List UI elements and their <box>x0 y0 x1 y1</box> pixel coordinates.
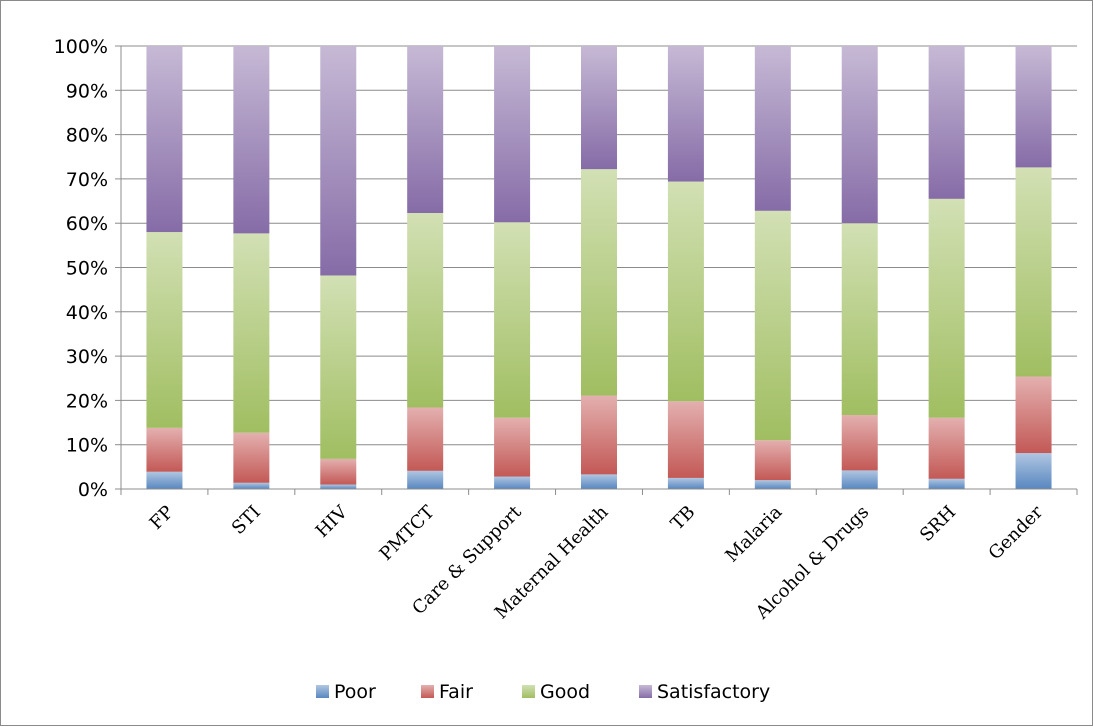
bar-poor-8 <box>754 480 791 489</box>
bar-poor-9 <box>841 470 878 489</box>
bar-satisfactory-5 <box>494 46 531 223</box>
legend-swatch-good <box>522 685 535 698</box>
bar-good-11 <box>1015 167 1052 377</box>
bar-fair-10 <box>928 417 965 479</box>
x-tick-label: STI <box>228 502 265 539</box>
bar-poor-7 <box>667 477 704 489</box>
bar-fair-11 <box>1015 376 1052 454</box>
y-tick-label: 0% <box>78 479 108 501</box>
bar-good-2 <box>233 233 270 433</box>
bar-good-4 <box>407 213 444 408</box>
bar-satisfactory-8 <box>754 46 791 211</box>
bar-fair-4 <box>407 407 444 471</box>
bar-poor-11 <box>1015 453 1052 489</box>
bar-satisfactory-11 <box>1015 46 1052 168</box>
bar-satisfactory-3 <box>320 46 357 276</box>
y-tick-label: 10% <box>66 435 108 457</box>
bar-poor-2 <box>233 482 270 489</box>
bar-poor-10 <box>928 478 965 489</box>
bars <box>146 46 1052 489</box>
bar-good-6 <box>581 169 617 396</box>
legend-swatch-satisfactory <box>639 685 652 698</box>
bar-good-9 <box>841 223 878 416</box>
x-tick-label: SRH <box>916 502 960 546</box>
bar-satisfactory-7 <box>667 46 704 182</box>
bar-satisfactory-9 <box>841 46 878 224</box>
x-tick-label: Gender <box>985 501 1048 564</box>
x-tick-label: PMTCT <box>376 502 439 565</box>
y-tick-label: 60% <box>66 213 108 235</box>
legend: Poor Fair Good Satisfactory <box>316 681 770 703</box>
bar-satisfactory-4 <box>407 46 444 214</box>
legend-label-poor: Poor <box>334 681 376 703</box>
bar-fair-5 <box>494 417 531 477</box>
bar-poor-1 <box>146 471 183 489</box>
y-tick-labels: 0% 10% 20% 30% 40% 50% 60% 70% 80% 90% 100% <box>54 36 108 501</box>
bar-fair-7 <box>667 401 704 478</box>
y-tick-label: 20% <box>66 390 108 412</box>
legend-label-good: Good <box>540 681 590 703</box>
bar-good-10 <box>928 198 965 418</box>
bar-satisfactory-2 <box>233 46 270 234</box>
bar-good-7 <box>667 181 704 402</box>
bar-good-1 <box>146 232 183 428</box>
bar-satisfactory-10 <box>928 46 965 199</box>
bar-poor-5 <box>494 476 531 489</box>
x-tick-label: FP <box>146 502 178 534</box>
legend-label-fair: Fair <box>439 681 473 703</box>
x-tick-label: HIV <box>312 501 353 542</box>
bar-good-3 <box>320 275 357 459</box>
y-tick-label: 80% <box>66 125 108 147</box>
legend-swatch-poor <box>316 685 329 698</box>
y-tick-label: 100% <box>54 36 108 58</box>
bar-good-5 <box>494 222 531 418</box>
bar-poor-4 <box>407 470 444 489</box>
bar-fair-9 <box>841 415 878 471</box>
legend-swatch-fair <box>421 685 434 698</box>
y-tick-label: 70% <box>66 169 108 191</box>
y-tick-label: 50% <box>66 258 108 280</box>
bar-fair-1 <box>146 427 183 472</box>
bar-satisfactory-6 <box>581 46 617 170</box>
bar-poor-6 <box>581 474 617 489</box>
axes <box>115 45 1078 495</box>
legend-label-satisfactory: Satisfactory <box>657 681 770 703</box>
y-tick-label: 90% <box>66 80 108 102</box>
x-tick-label: Malaria <box>721 502 786 567</box>
bar-satisfactory-1 <box>146 46 183 233</box>
bar-fair-3 <box>320 458 357 485</box>
bar-fair-8 <box>754 440 791 481</box>
y-tick-label: 40% <box>66 302 108 324</box>
bar-good-8 <box>754 210 791 441</box>
bar-fair-2 <box>233 432 270 483</box>
x-tick-label: TB <box>667 502 700 535</box>
bar-fair-6 <box>581 395 617 475</box>
y-tick-label: 30% <box>66 346 108 368</box>
bar-poor-3 <box>320 484 357 489</box>
